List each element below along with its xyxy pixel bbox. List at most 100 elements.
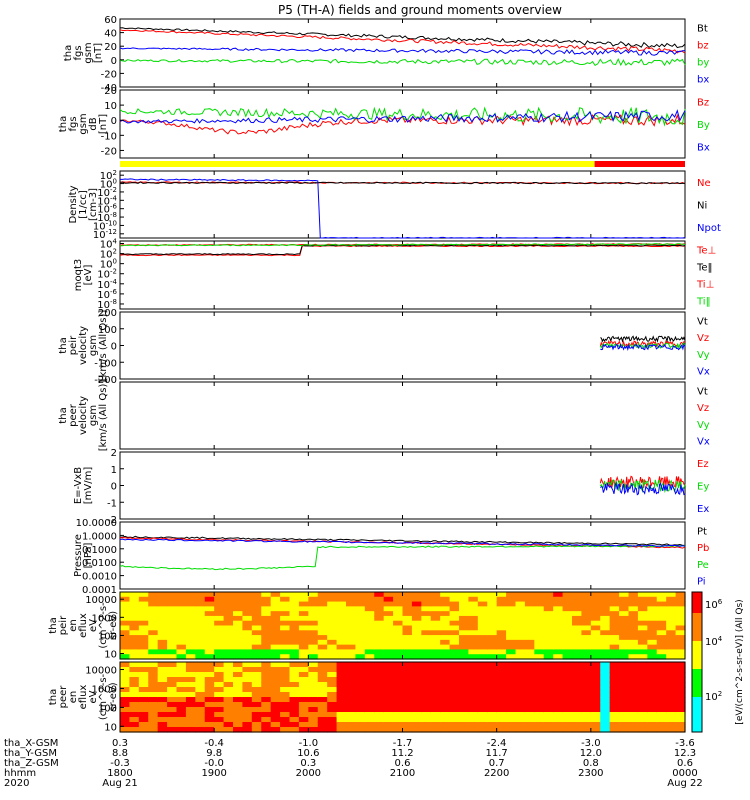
panel-peer-spec-cell [402,677,413,683]
panel-peir-spec-cell [590,596,601,603]
panel-peer-spec-cell [308,672,319,678]
panel-peer-spec-cell [138,727,149,733]
panel-peir-spec-cell [393,592,404,598]
panel-peir-spec-cell [336,615,347,622]
panel-peer-spec-cell [195,677,206,683]
panel-peer-spec-cell [364,707,375,713]
colorbar-cell [692,644,702,649]
panel-peir-spec-cell [515,649,526,655]
panel-peer-spec-cell [515,677,526,683]
panel-peer-spec-cell [214,667,225,673]
panel-peer-spec-cell [656,717,667,723]
panel-peer-spec-cell [383,677,394,683]
panel-peir-spec-cell [280,625,291,631]
colorbar-cell [692,627,702,631]
panel-peir-spec-cell [280,620,291,627]
panel-peer-spec-cell [430,712,441,718]
panel-peer-spec-cell [148,722,159,728]
panel-peer-spec-cell [515,697,526,703]
panel-pressure-trace-Pe [119,544,686,571]
panel-peir-spec-cell [129,649,140,655]
panel-peer-spec-cell [157,687,168,693]
ephem-date-value: Aug 21 [102,778,137,789]
panel-peir-spec-cell [327,625,338,631]
panel-peir-spec-cell [242,644,253,651]
panel-fgs-legend-bz: bz [697,41,709,52]
panel-peer-spec-cell [543,717,554,723]
panel-peir-spec-cell [543,615,554,622]
panel-peer-spec-cell [374,687,385,693]
panel-peer-spec-cell [562,697,573,703]
panel-peer-spec-cell [459,672,470,678]
panel-peer-spec-cell [289,707,300,713]
panel-peir-vel-ylabel-line: gsm [88,335,99,356]
panel-db-ytick-label: 0 [111,116,117,127]
panel-peir-spec-cell [195,592,206,598]
panel-peir-spec-cell [628,639,639,646]
panel-peer-spec-cell [590,707,601,713]
panel-peer-spec-cell [308,677,319,683]
panel-peir-spec-cell [572,649,583,655]
panel-peer-spec-ylabel-line: (cm^2-s- [98,673,109,720]
panel-peir-spec-cell [374,630,385,636]
panel-peir-spec-cell [383,620,394,627]
panel-peer-spec-cell [167,662,178,668]
panel-peir-spec-cell [327,639,338,646]
panel-peer-spec-cell [477,662,488,668]
panel-peir-spec-cell [411,649,422,655]
panel-peer-spec-cell [364,712,375,718]
panel-peer-spec-cell [242,707,253,713]
panel-peer-spec-cell [440,682,451,688]
panel-peer-spec-cell [459,677,470,683]
panel-peer-spec-cell [129,682,140,688]
panel-peir-spec-cell [628,625,639,631]
panel-peer-spec-cell [233,667,244,673]
panel-peer-spec-cell [138,677,149,683]
panel-peer-spec-cell [590,712,601,718]
panel-peer-spec-cell [468,677,479,683]
panel-peer-spec-cell [411,707,422,713]
panel-pressure-ytick-label: 1.0000 [82,531,117,542]
panel-peer-spec-cell [138,687,149,693]
panel-peir-spec-cell [430,615,441,622]
panel-peer-spec-cell [327,712,338,718]
panel-peer-spec-cell [214,687,225,693]
panel-peir-spec-cell [421,620,432,627]
panel-peir-spec-cell [289,620,300,627]
panel-peer-spec-cell [223,662,234,668]
panel-peer-spec-cell [430,722,441,728]
panel-peer-spec-cell [289,722,300,728]
panel-peer-spec-cell [393,677,404,683]
panel-peir-spec-cell [562,620,573,627]
colorbar-cell [692,658,702,663]
panel-peir-spec-cell [402,644,413,651]
panel-peir-spec-cell [176,639,187,646]
panel-peer-spec-cell [421,697,432,703]
ephem-x-value: -2.4 [487,738,507,749]
panel-peir-spec-cell [515,625,526,631]
panel-db-legend-By: By [697,120,710,131]
panel-peir-spec-cell [317,644,328,651]
panel-peir-spec-cell [138,601,149,607]
panel-peer-vel-legend-Vt: Vt [697,386,708,397]
panel-peer-spec-cell [317,687,328,693]
panel-peer-spec-cell [176,712,187,718]
panel-peer-spec-cell [214,692,225,698]
panel-peir-vel-legend-Vx: Vx [697,367,710,378]
panel-peir-spec-cell [270,596,281,603]
panel-peir-spec-cell [364,592,375,598]
panel-peer-spec-ylabel-line: tha [48,689,59,705]
panel-peir-spec-cell [590,620,601,627]
panel-peir-spec-cell [148,606,159,612]
panel-peir-spec-cell [129,596,140,603]
panel-peir-spec-cell [120,606,131,612]
panel-peer-spec-cell [411,702,422,708]
panel-peer-spec-cell [543,697,554,703]
panel-peer-spec-cell [346,687,357,693]
panel-peir-spec-cell [185,601,196,607]
panel-peir-spec-cell [647,639,658,646]
panel-peir-spec-cell [496,606,507,612]
panel-peer-spec-cell [327,697,338,703]
panel-peir-spec-cell [496,654,507,660]
panel-peir-spec-cell [656,606,667,612]
